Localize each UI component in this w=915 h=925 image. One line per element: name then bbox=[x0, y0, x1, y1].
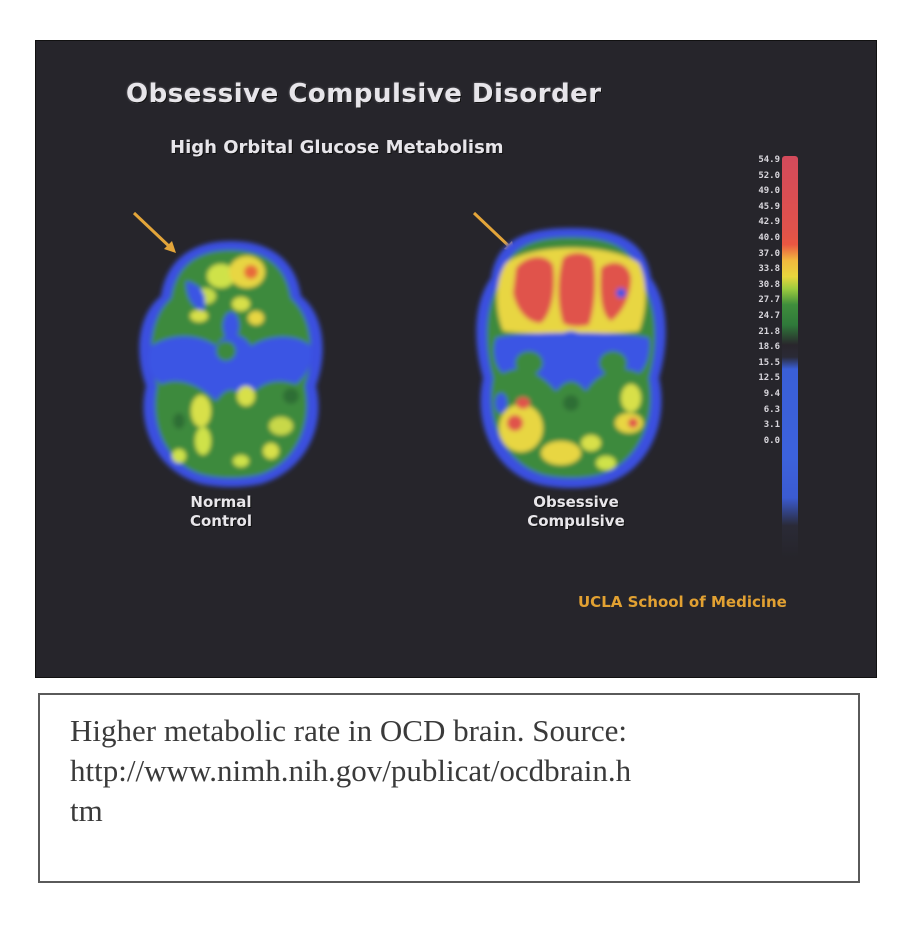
scale-value-label: 15.5 bbox=[758, 357, 780, 368]
scale-value-label: 12.5 bbox=[758, 373, 780, 384]
brain-scan-ocd bbox=[476, 228, 666, 488]
scale-value-label: 37.0 bbox=[758, 248, 780, 259]
scale-value-label: 49.0 bbox=[758, 186, 780, 197]
scale-value-label: 24.7 bbox=[758, 310, 780, 321]
color-scale-labels: 54.9 52.0 49.0 45.9 42.9 40.0 37.0 33.8 30.8 27.7… bbox=[758, 153, 780, 449]
label-obsessive-compulsive: Obsessive Compulsive bbox=[527, 493, 625, 530]
scale-value-label: 42.9 bbox=[758, 217, 780, 228]
scale-value-label: 33.8 bbox=[758, 264, 780, 275]
scale-value-label: 40.0 bbox=[758, 232, 780, 243]
scale-value-label: 30.8 bbox=[758, 279, 780, 290]
color-scale-bar bbox=[782, 156, 798, 558]
brain-scan-normal bbox=[139, 241, 323, 487]
scale-value-label: 21.8 bbox=[758, 326, 780, 337]
label-normal-control: Normal Control bbox=[189, 493, 252, 530]
arrow-normal-icon bbox=[132, 211, 176, 253]
slide-subtitle: High Orbital Glucose Metabolism bbox=[170, 137, 504, 158]
scale-value-label: 45.9 bbox=[758, 201, 780, 212]
scale-value-label: 52.0 bbox=[758, 170, 780, 181]
caption-box: Higher metabolic rate in OCD brain. Sour… bbox=[38, 693, 860, 883]
slide-title: Obsessive Compulsive Disorder bbox=[126, 79, 602, 109]
scale-value-label: 18.6 bbox=[758, 342, 780, 353]
scale-value-label: 27.7 bbox=[758, 295, 780, 306]
slide-credit: UCLA School of Medicine bbox=[578, 593, 787, 611]
scale-value-label: 0.0 bbox=[763, 435, 780, 446]
scale-value-label: 6.3 bbox=[763, 404, 780, 415]
scale-value-label: 54.9 bbox=[758, 155, 780, 165]
pet-scan-slide: Obsessive Compulsive Disorder High Orbit… bbox=[35, 40, 877, 678]
scale-value-label: 3.1 bbox=[763, 420, 780, 431]
scale-value-label: 9.4 bbox=[763, 388, 780, 399]
caption-text: Higher metabolic rate in OCD brain. Sour… bbox=[70, 713, 632, 828]
